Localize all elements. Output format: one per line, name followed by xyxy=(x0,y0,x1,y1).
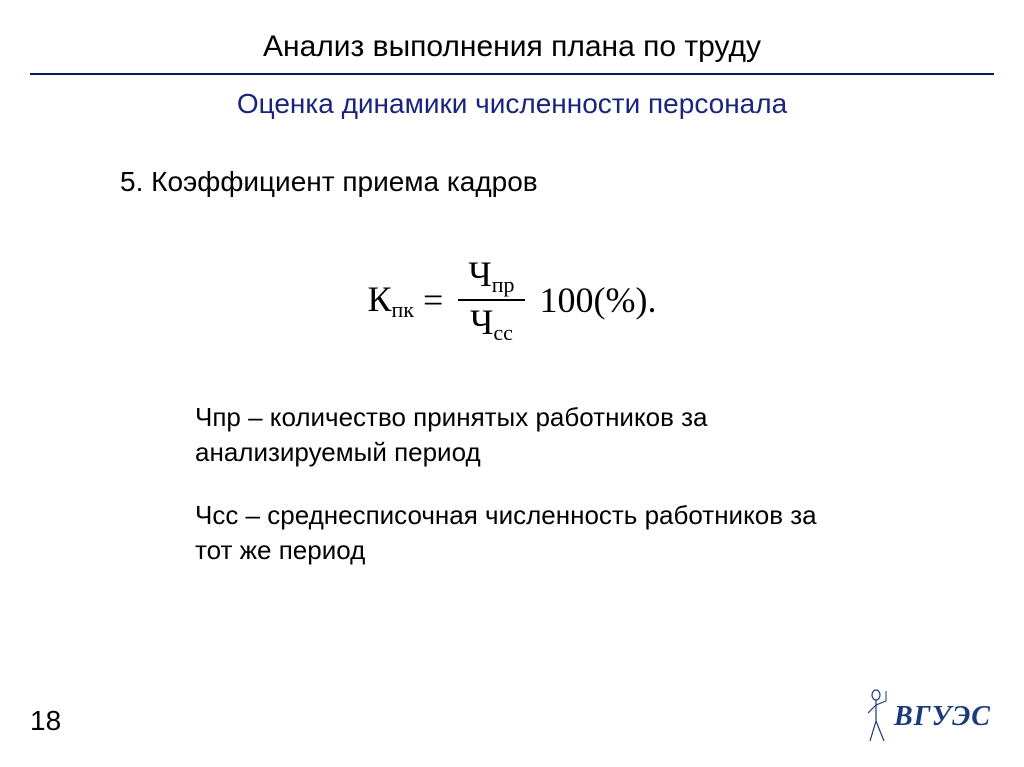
formula-denominator: Чсс xyxy=(458,301,524,345)
formula-tail: 100(%). xyxy=(540,280,657,320)
page-number: 18 xyxy=(30,705,61,737)
definitions: Чпр – количество принятых работников за … xyxy=(195,400,835,568)
formula-den-base: Ч xyxy=(470,302,493,342)
logo-text: ВГУЭС xyxy=(894,701,991,733)
definition-1: Чпр – количество принятых работников за … xyxy=(195,400,835,470)
formula-numerator: Чпр xyxy=(458,255,524,301)
logo-figure-icon xyxy=(864,687,894,747)
formula-lhs-sub: пк xyxy=(392,297,414,322)
formula-fraction: Чпр Чсс xyxy=(458,255,524,345)
logo: ВГУЭС xyxy=(864,687,999,747)
slide-subtitle: Оценка динамики численности персонала xyxy=(0,88,1024,120)
title-underline xyxy=(30,73,994,75)
formula-num-sub: пр xyxy=(492,272,515,297)
formula-den-sub: сс xyxy=(493,320,513,345)
formula-lhs: Кпк xyxy=(368,279,423,319)
section-heading: 5. Коэффициент приема кадров xyxy=(120,166,538,198)
formula-num-base: Ч xyxy=(468,254,491,294)
slide-title: Анализ выполнения плана по труду xyxy=(0,30,1024,64)
formula-lhs-base: К xyxy=(368,279,392,319)
formula-eq: = xyxy=(423,280,452,320)
slide: { "colors": { "ruleColor": "#001a66", "s… xyxy=(0,0,1024,767)
definition-2: Чсс – среднесписочная численность работн… xyxy=(195,498,835,568)
formula: Кпк = Чпр Чсс 100(%). xyxy=(0,255,1024,345)
